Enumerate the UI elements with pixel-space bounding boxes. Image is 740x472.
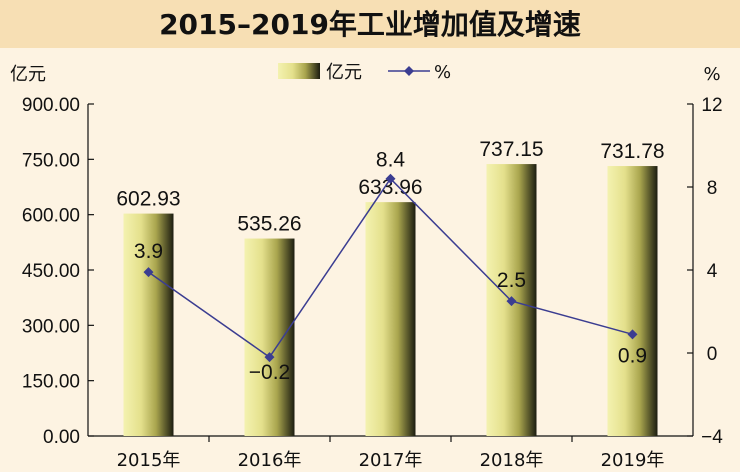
right-axis-unit: %	[703, 64, 720, 85]
bar-value-label: 633.96	[358, 176, 422, 199]
category-label: 2015年	[117, 450, 181, 471]
right-tick-label: 0	[707, 344, 718, 365]
line-value-label: 2.5	[497, 269, 526, 292]
bar-value-label: 535.26	[237, 213, 301, 236]
line-series: 3.9 −0.2 8.4 2.5 0.9	[134, 149, 647, 384]
line-value-label: 0.9	[618, 344, 647, 367]
category-labels: 2015年 2016年 2017年 2018年 2019年	[117, 436, 665, 471]
line-point	[627, 329, 638, 340]
chart-title: 2015–2019年工业增加值及增速	[159, 8, 581, 41]
line-point	[385, 173, 396, 184]
left-axis-unit: 亿元	[10, 64, 46, 85]
bar-value-label: 737.15	[479, 138, 543, 161]
category-label: 2018年	[480, 450, 544, 471]
title-band	[0, 0, 740, 48]
right-tick-label: 12	[701, 95, 722, 116]
left-tick-label: 900.00	[22, 95, 80, 116]
line-value-label: 8.4	[376, 149, 406, 172]
line-point	[143, 267, 154, 278]
bar-value-label: 731.78	[600, 140, 664, 163]
left-axis-ticks: 0.00 150.00 300.00 450.00 600.00 750.00 900.00	[22, 95, 94, 448]
legend-line-label: %	[434, 62, 451, 83]
bar	[123, 213, 174, 436]
left-tick-label: 600.00	[22, 206, 80, 227]
left-tick-label: 450.00	[22, 261, 80, 282]
category-label: 2016年	[238, 450, 302, 471]
category-label: 2017年	[359, 450, 423, 471]
right-tick-label: 8	[707, 178, 718, 199]
line-point	[506, 296, 517, 307]
right-axis-ticks: −4 0 4 8 12	[687, 95, 723, 448]
legend: 亿元 %	[278, 62, 451, 83]
line-point	[264, 352, 275, 363]
legend-line-marker	[404, 66, 414, 76]
left-tick-label: 300.00	[22, 316, 80, 337]
line-value-label: 3.9	[134, 240, 163, 263]
left-tick-label: 0.00	[43, 427, 80, 448]
left-tick-label: 750.00	[22, 150, 80, 171]
category-label: 2019年	[601, 450, 665, 471]
bar	[607, 166, 658, 436]
bar	[244, 238, 295, 436]
bar	[365, 202, 416, 436]
legend-bar-swatch	[278, 63, 320, 79]
right-tick-label: −4	[701, 427, 723, 448]
right-tick-label: 4	[707, 261, 718, 282]
bar-value-label: 602.93	[116, 188, 180, 211]
line-value-label: −0.2	[249, 361, 290, 384]
legend-bar-label: 亿元	[326, 62, 362, 83]
left-tick-label: 150.00	[22, 372, 80, 393]
